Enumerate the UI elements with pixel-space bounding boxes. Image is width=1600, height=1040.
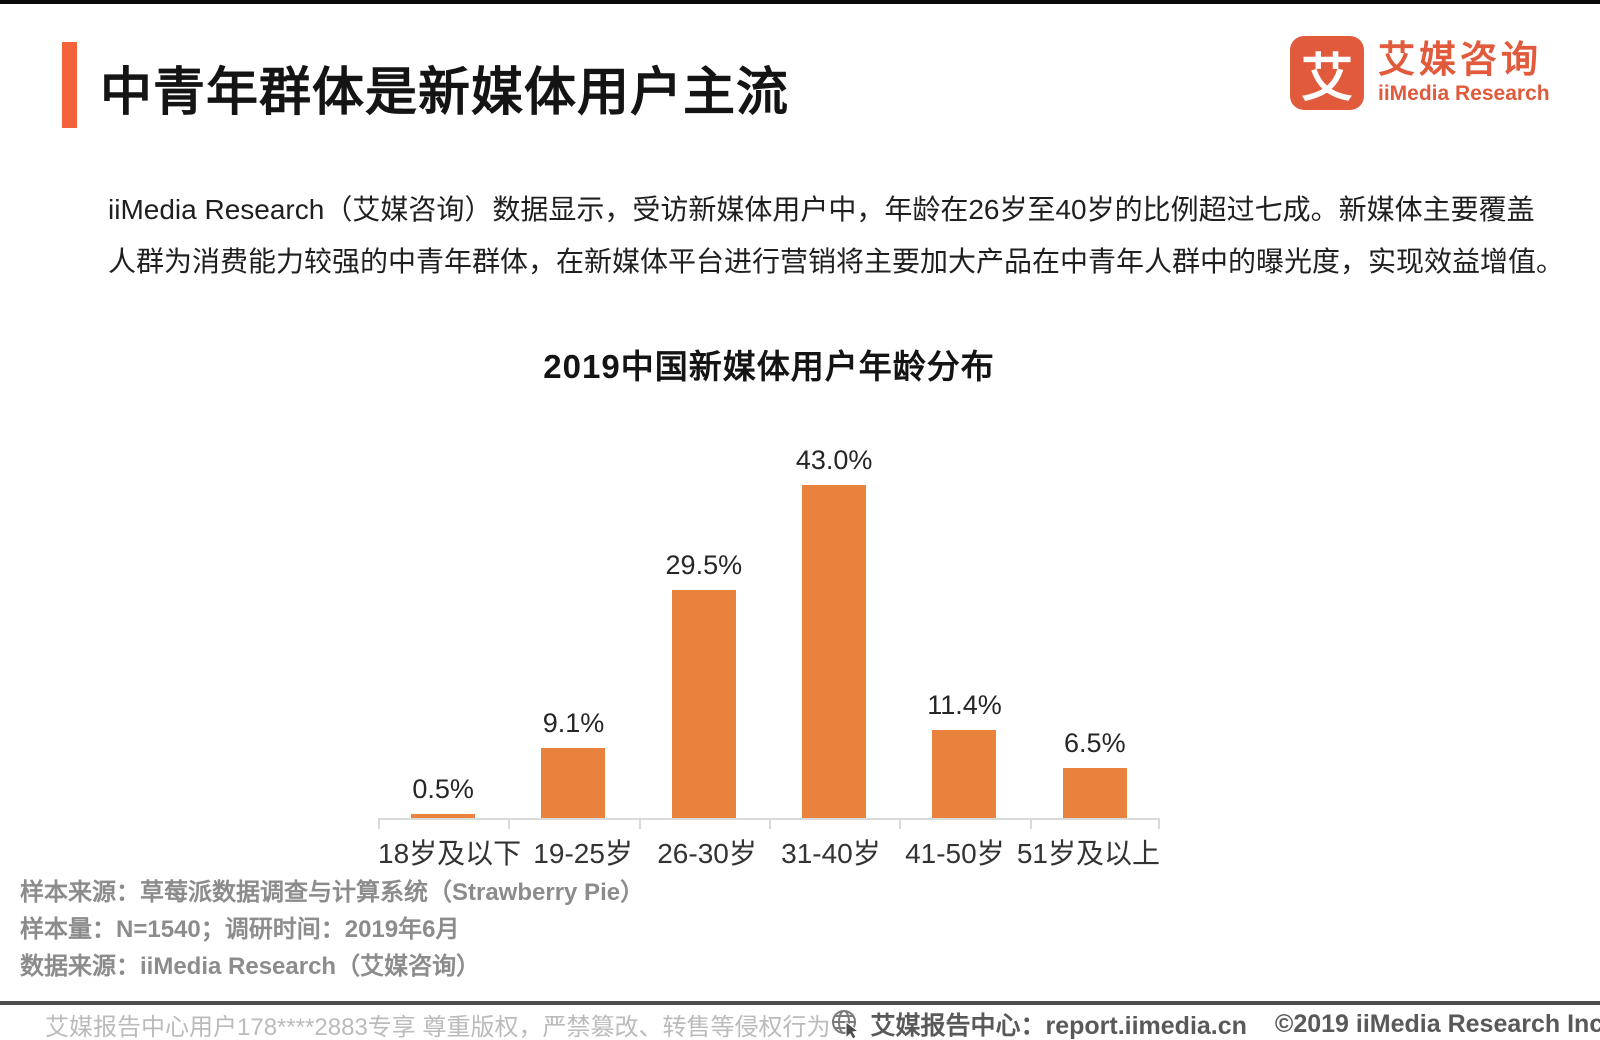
axis-tick bbox=[639, 820, 641, 829]
note-sample-source: 样本来源：草莓派数据调查与计算系统（Strawberry Pie） bbox=[20, 879, 645, 906]
source-notes: 样本来源：草莓派数据调查与计算系统（Strawberry Pie） 样本量：N=… bbox=[20, 874, 644, 985]
logo-name-cn: 艾媒咨询 bbox=[1378, 39, 1542, 80]
x-axis-label: 51岁及以上 bbox=[1016, 838, 1160, 869]
bar-value-label: 6.5% bbox=[1064, 728, 1126, 758]
x-axis-label: 18岁及以下 bbox=[378, 838, 522, 869]
bar bbox=[1062, 768, 1127, 818]
bar bbox=[541, 748, 606, 818]
axis-tick bbox=[769, 820, 771, 829]
axis-tick bbox=[378, 820, 380, 829]
iimedia-logo: 艾 艾媒咨询 iiMedia Research bbox=[1290, 36, 1550, 110]
bar-value-label: 9.1% bbox=[542, 708, 605, 738]
x-axis-label: 31-40岁 bbox=[781, 838, 881, 869]
intro-paragraph: iiMedia Research（艾媒咨询）数据显示，受访新媒体用户中，年龄在2… bbox=[108, 184, 1565, 288]
bar-chart: 0.5% 9.1% 29.5% 43.0% 11.4% 6.5% bbox=[378, 420, 1160, 818]
bar-column-6: 6.5% bbox=[1030, 420, 1160, 818]
bar-column-2: 9.1% bbox=[508, 420, 638, 818]
globe-cursor-icon bbox=[830, 1008, 862, 1040]
intro-line-2: 人群为消费能力较强的中青年群体，在新媒体平台进行营销将主要加大产品在中青年人群中… bbox=[108, 246, 1565, 277]
bar bbox=[671, 590, 736, 818]
bar-column-1: 0.5% bbox=[378, 420, 508, 818]
x-axis-label: 26-30岁 bbox=[657, 838, 757, 869]
axis-tick bbox=[899, 820, 901, 829]
bar-value-label: 11.4% bbox=[927, 690, 1002, 720]
axis-tick bbox=[1158, 820, 1160, 829]
footer-bar: 艾媒报告中心用户178****2883专享 尊重版权，严禁篡改、转售等侵权行为 … bbox=[0, 1008, 1600, 1040]
note-data-source: 数据来源：iiMedia Research（艾媒咨询） bbox=[20, 953, 481, 980]
x-axis-label: 19-25岁 bbox=[533, 838, 633, 869]
iimedia-logo-icon: 艾 bbox=[1290, 36, 1364, 110]
title-accent-bar bbox=[62, 42, 77, 128]
bar bbox=[932, 730, 997, 818]
bar bbox=[802, 485, 867, 818]
axis-tick bbox=[508, 820, 510, 829]
bar-value-label: 29.5% bbox=[665, 550, 743, 580]
chart-title: 2019中国新媒体用户年龄分布 bbox=[543, 348, 995, 385]
intro-line-1: iiMedia Research（艾媒咨询）数据显示，受访新媒体用户中，年龄在2… bbox=[108, 194, 1535, 225]
bar-value-label: 0.5% bbox=[412, 774, 474, 804]
page-title: 中青年群体是新媒体用户主流 bbox=[100, 64, 790, 122]
footer-divider-line bbox=[0, 1001, 1600, 1005]
footer-right-group: 艾媒报告中心：report.iimedia.cn ©2019 iiMedia R… bbox=[830, 1006, 1600, 1040]
bar-column-5: 11.4% bbox=[899, 420, 1029, 818]
x-axis-labels: 18岁及以下 19-25岁 26-30岁 31-40岁 41-50岁 51岁及以上 bbox=[378, 832, 1160, 872]
bar bbox=[411, 814, 476, 818]
logo-name-en: iiMedia Research bbox=[1378, 82, 1550, 105]
bar-column-4: 43.0% bbox=[769, 420, 899, 818]
top-border-line bbox=[0, 0, 1600, 4]
x-axis-line bbox=[378, 818, 1160, 829]
note-sample-size: 样本量：N=1540；调研时间：2019年6月 bbox=[20, 916, 460, 943]
bar-column-3: 29.5% bbox=[639, 420, 769, 818]
bar-value-label: 43.0% bbox=[795, 445, 873, 475]
watermark-text: 艾媒报告中心用户178****2883专享 尊重版权，严禁篡改、转售等侵权行为 bbox=[45, 1013, 831, 1040]
axis-tick bbox=[1030, 820, 1032, 829]
logo-text: 艾媒咨询 iiMedia Research bbox=[1378, 39, 1550, 107]
report-center-link[interactable]: 艾媒报告中心：report.iimedia.cn bbox=[870, 1012, 1247, 1040]
copyright-text: ©2019 iiMedia Research Inc bbox=[1274, 1009, 1600, 1038]
x-axis-label: 41-50岁 bbox=[905, 838, 1005, 869]
